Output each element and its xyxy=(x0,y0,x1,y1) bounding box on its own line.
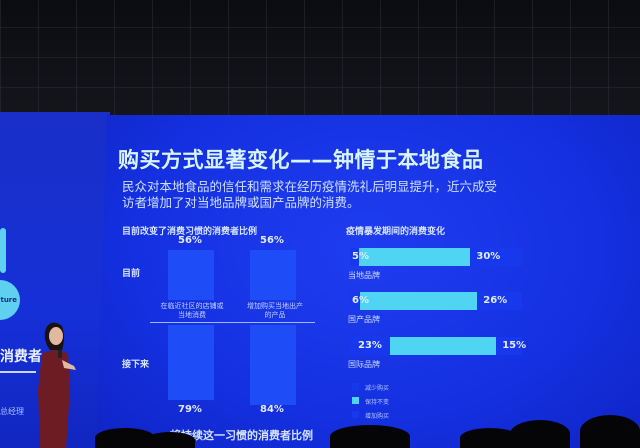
category-label-2: 增加购买当地出产 的产品 xyxy=(230,302,320,320)
legend-swatch xyxy=(352,383,359,390)
value-label-next: 79% xyxy=(178,404,202,415)
value-label-increase: 26% xyxy=(483,295,508,306)
bar-segment-decrease xyxy=(350,292,361,310)
bar-segment-increase xyxy=(477,292,522,310)
row-label-next: 接下来 xyxy=(122,360,150,370)
speaker xyxy=(38,322,76,448)
value-label-current: 56% xyxy=(260,235,284,246)
left-chart-bottom-title: 将持续这一习惯的消费者比例 xyxy=(170,429,313,442)
microphone-icon xyxy=(58,350,62,358)
value-label-decrease: 5% xyxy=(352,251,369,262)
slide-title: 购买方式显著变化——钟情于本地食品 xyxy=(118,148,484,172)
category-label: 国产品牌 xyxy=(348,315,380,324)
bar-segment-unchanged xyxy=(389,337,497,355)
audience-head xyxy=(330,425,410,448)
bar-segment-unchanged xyxy=(358,248,471,266)
logo-text: ture xyxy=(0,296,17,304)
chart-divider xyxy=(150,322,315,323)
value-label-next: 84% xyxy=(260,404,284,415)
slide-subtitle-1: 民众对本地食品的信任和需求在经历疫情洗礼后明显提升，近六成受 xyxy=(122,179,498,194)
value-label-current: 56% xyxy=(178,235,202,246)
category-label-1-line2: 当地消费 xyxy=(178,310,206,319)
value-label-decrease: 6% xyxy=(352,295,369,306)
bar-segment-increase xyxy=(470,248,522,266)
legend-label: 增加购买 xyxy=(365,413,390,420)
bar-segment-unchanged xyxy=(360,292,478,310)
legend-label: 保持不变 xyxy=(365,399,390,406)
audience-head xyxy=(145,432,195,448)
audience-head xyxy=(95,428,155,448)
bar-current xyxy=(168,249,214,300)
side-heading: 消费者 xyxy=(0,349,42,365)
right-chart-title: 疫情暴发期间的消费变化 xyxy=(346,227,446,237)
legend-swatch xyxy=(352,411,359,418)
speaker-role: 总经理 xyxy=(0,407,24,416)
row-label-current: 目前 xyxy=(122,269,141,279)
bar-segment-increase xyxy=(496,337,522,355)
logo-shape xyxy=(0,228,6,273)
category-label-1: 在临近社区的店铺或 当地消费 xyxy=(147,302,237,320)
bar-next xyxy=(168,325,214,400)
legend-label: 减少购买 xyxy=(365,385,390,392)
bar-next xyxy=(250,325,296,405)
divider xyxy=(0,371,36,373)
category-label-1-line1: 在临近社区的店铺或 xyxy=(160,302,224,310)
category-label: 当地品牌 xyxy=(348,271,380,280)
legend-swatch xyxy=(352,397,359,404)
bar-segment-decrease xyxy=(350,248,359,266)
value-label-increase: 15% xyxy=(502,340,527,351)
ceiling xyxy=(0,0,640,118)
slide-subtitle-2: 访者增加了对当地品牌或国产品牌的消费。 xyxy=(122,195,360,210)
audience-head xyxy=(510,420,570,448)
left-chart-title: 目前改变了消费习惯的消费者比例 xyxy=(122,227,258,237)
category-label: 国际品牌 xyxy=(348,360,380,369)
bar-segment-decrease xyxy=(350,337,390,355)
audience-head xyxy=(580,415,640,448)
audience-head xyxy=(460,428,520,448)
category-label-2-line1: 增加购买当地出产 xyxy=(247,302,303,310)
category-label-2-line2: 的产品 xyxy=(264,310,286,319)
event-logo: ture xyxy=(0,280,20,320)
value-label-increase: 30% xyxy=(476,251,501,262)
value-label-decrease: 23% xyxy=(358,340,382,351)
bar-current xyxy=(250,249,296,300)
